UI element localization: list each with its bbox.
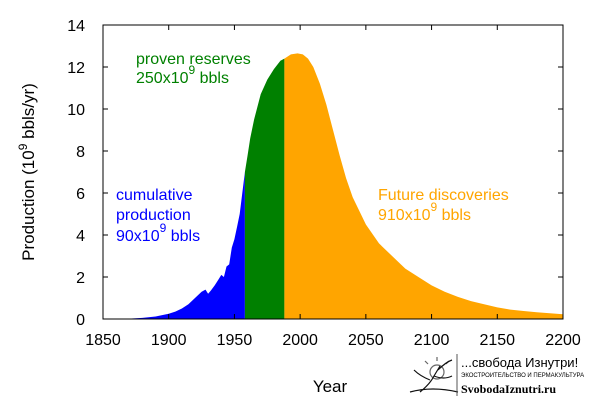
annotation-proven-line1: proven reserves <box>136 51 251 68</box>
y-tick-label: 8 <box>76 144 85 161</box>
watermark-title: ...свобода Изнутри! <box>461 355 578 370</box>
x-tick-label: 2100 <box>414 332 450 349</box>
y-axis-title-suffix: bbls/yr) <box>19 83 38 143</box>
x-tick-label: 2000 <box>282 332 318 349</box>
y-axis-title: Production (109 bbls/yr) <box>16 83 38 261</box>
y-axis-title-prefix: Production (10 <box>19 150 38 261</box>
series-area-cumulative-production <box>103 172 245 319</box>
series-area-proven-reserves <box>244 58 285 319</box>
watermark-subtitle: ЭКОСТРОИТЕЛЬСТВО И ПЕРМАКУЛЬТУРА <box>461 373 584 379</box>
annotation-cumulative-line3: 90x109 bbls <box>116 221 200 245</box>
y-tick-label: 2 <box>76 270 85 287</box>
x-tick-label: 2150 <box>479 332 515 349</box>
y-tick-label: 6 <box>76 186 85 203</box>
y-tick-label: 0 <box>76 312 85 329</box>
watermark: ...свобода Изнутри! ЭКОСТРОИТЕЛЬСТВО И П… <box>409 354 584 396</box>
tree-sun-logo-icon <box>409 357 459 393</box>
x-tick-label: 2050 <box>348 332 384 349</box>
annotation-cumulative-line1: cumulative <box>116 187 193 204</box>
x-tick-label: 1900 <box>151 332 187 349</box>
annotation-future-discoveries: Future discoveries 910x109 bbls <box>378 187 509 224</box>
y-tick-label: 4 <box>76 228 85 245</box>
plot-frame <box>102 24 564 320</box>
annotation-future-line2: 910x109 bbls <box>378 200 471 224</box>
x-tick-label: 2200 <box>545 332 581 349</box>
y-tick-label: 10 <box>67 102 85 119</box>
annotation-cumulative-line2: production <box>116 207 191 224</box>
y-axis-title-exp: 9 <box>16 143 30 150</box>
series-area-future-discoveries <box>284 53 563 320</box>
x-axis-title: Year <box>313 377 348 396</box>
annotation-proven-reserves: proven reserves 250x109 bbls <box>136 51 251 87</box>
x-axis-ticks: 1850 1900 1950 2000 2050 2100 2150 2200 <box>85 25 581 349</box>
annotation-future-line1: Future discoveries <box>378 187 509 204</box>
x-tick-label: 1950 <box>217 332 253 349</box>
y-tick-label: 14 <box>67 18 85 35</box>
x-tick-label: 1850 <box>85 332 121 349</box>
y-axis-ticks: 0 2 4 6 8 10 12 14 <box>67 18 563 329</box>
chart-areas <box>103 53 563 320</box>
y-tick-label: 12 <box>67 60 85 77</box>
watermark-site: SvobodaIznutri.ru <box>461 382 556 396</box>
annotation-proven-line2: 250x109 bbls <box>136 63 229 87</box>
annotation-cumulative-production: cumulative production 90x109 bbls <box>116 187 200 245</box>
